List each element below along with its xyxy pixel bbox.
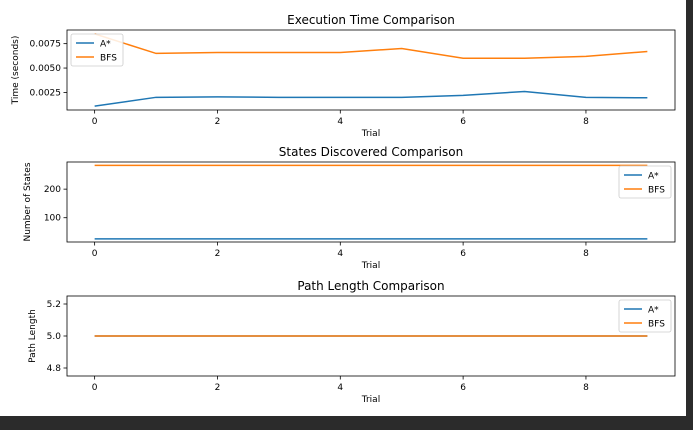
y-tick-label: 0.0075 <box>30 40 62 50</box>
x-tick-label: 8 <box>583 249 589 259</box>
x-axis-label: Trial <box>361 129 380 139</box>
legend-box <box>618 299 672 333</box>
legend-label: A* <box>100 40 111 50</box>
x-tick-label: 8 <box>583 383 589 393</box>
legend: A* BFS <box>618 299 672 333</box>
x-tick-label: 0 <box>92 249 98 259</box>
x-tick-label: 2 <box>215 249 221 259</box>
y-tick-label: 200 <box>44 185 61 195</box>
axes-frame <box>66 161 676 243</box>
legend-label: A* <box>648 306 659 316</box>
figure-canvas: Execution Time Comparison 0 2 4 6 8 0.0025 0.00… <box>0 0 686 416</box>
x-axis-label: Trial <box>361 395 380 405</box>
x-tick-label: 4 <box>337 117 343 127</box>
legend-label: BFS <box>648 320 665 330</box>
subplot-title: Path Length Comparison <box>297 279 444 293</box>
y-tick-label: 0.0050 <box>30 64 62 74</box>
y-tick-label: 5.0 <box>47 332 62 342</box>
y-axis-label: Time (seconds) <box>11 36 21 106</box>
x-tick-label: 6 <box>460 383 466 393</box>
subplot-title: Execution Time Comparison <box>287 13 455 27</box>
legend-box <box>70 33 124 67</box>
x-tick-label: 0 <box>92 117 98 127</box>
y-tick-label: 4.8 <box>47 364 62 374</box>
x-tick-label: 6 <box>460 117 466 127</box>
legend-label: A* <box>648 172 659 182</box>
x-tick-label: 6 <box>460 249 466 259</box>
axes-frame <box>66 29 676 111</box>
x-axis-label: Trial <box>361 261 380 271</box>
legend: A* BFS <box>618 165 672 199</box>
subplot-2: States Discovered Comparison 0 2 4 6 8 100 200 T… <box>23 145 676 271</box>
x-tick-label: 8 <box>583 117 589 127</box>
y-tick-label: 0.0025 <box>30 88 62 98</box>
series-line-bfs <box>94 33 648 60</box>
y-tick-label: 100 <box>44 214 61 224</box>
x-tick-label: 0 <box>92 383 98 393</box>
legend: A* BFS <box>70 33 124 67</box>
x-tick-label: 2 <box>215 117 221 127</box>
x-tick-label: 4 <box>337 249 343 259</box>
legend-box <box>618 165 672 199</box>
y-axis-label: Number of States <box>23 162 33 241</box>
subplot-title: States Discovered Comparison <box>279 145 463 159</box>
legend-label: BFS <box>648 186 665 196</box>
legend-label: BFS <box>100 54 117 64</box>
y-tick-label: 5.2 <box>47 300 61 310</box>
figure-svg: Execution Time Comparison 0 2 4 6 8 0.0025 0.00… <box>11 13 676 405</box>
subplot-1: Execution Time Comparison 0 2 4 6 8 0.0025 0.00… <box>11 13 676 139</box>
subplot-3: Path Length Comparison 0 2 4 6 8 4.8 5.0 5.2 Tria… <box>28 279 676 405</box>
x-tick-label: 4 <box>337 383 343 393</box>
series-line-astar <box>94 90 648 107</box>
y-axis-label: Path Length <box>28 309 38 363</box>
x-tick-label: 2 <box>215 383 221 393</box>
